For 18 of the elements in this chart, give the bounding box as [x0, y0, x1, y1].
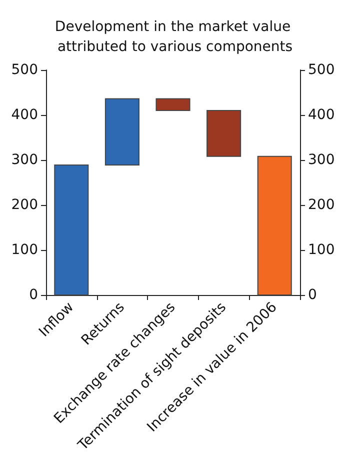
bar [206, 110, 242, 157]
bar [257, 156, 292, 296]
bar [104, 98, 140, 166]
y2-tick-label: 100 [308, 242, 335, 258]
y2-tick-label: 500 [308, 62, 335, 78]
y-tick-label: 400 [11, 107, 38, 123]
chart-title: Development in the market value attributed to various components [54, 19, 296, 55]
y-tick-label: 300 [11, 152, 38, 168]
bar [54, 164, 89, 296]
y-tick-label: 100 [11, 242, 38, 258]
y-tick-label: 500 [11, 62, 38, 78]
y-tick-label: 0 [29, 287, 38, 303]
y2-tick-label: 200 [308, 197, 335, 213]
y2-tick-label: 400 [308, 107, 335, 123]
y-tick-label: 200 [11, 197, 38, 213]
y2-tick-label: 0 [308, 287, 317, 303]
y2-tick-label: 300 [308, 152, 335, 168]
bar [156, 98, 190, 111]
